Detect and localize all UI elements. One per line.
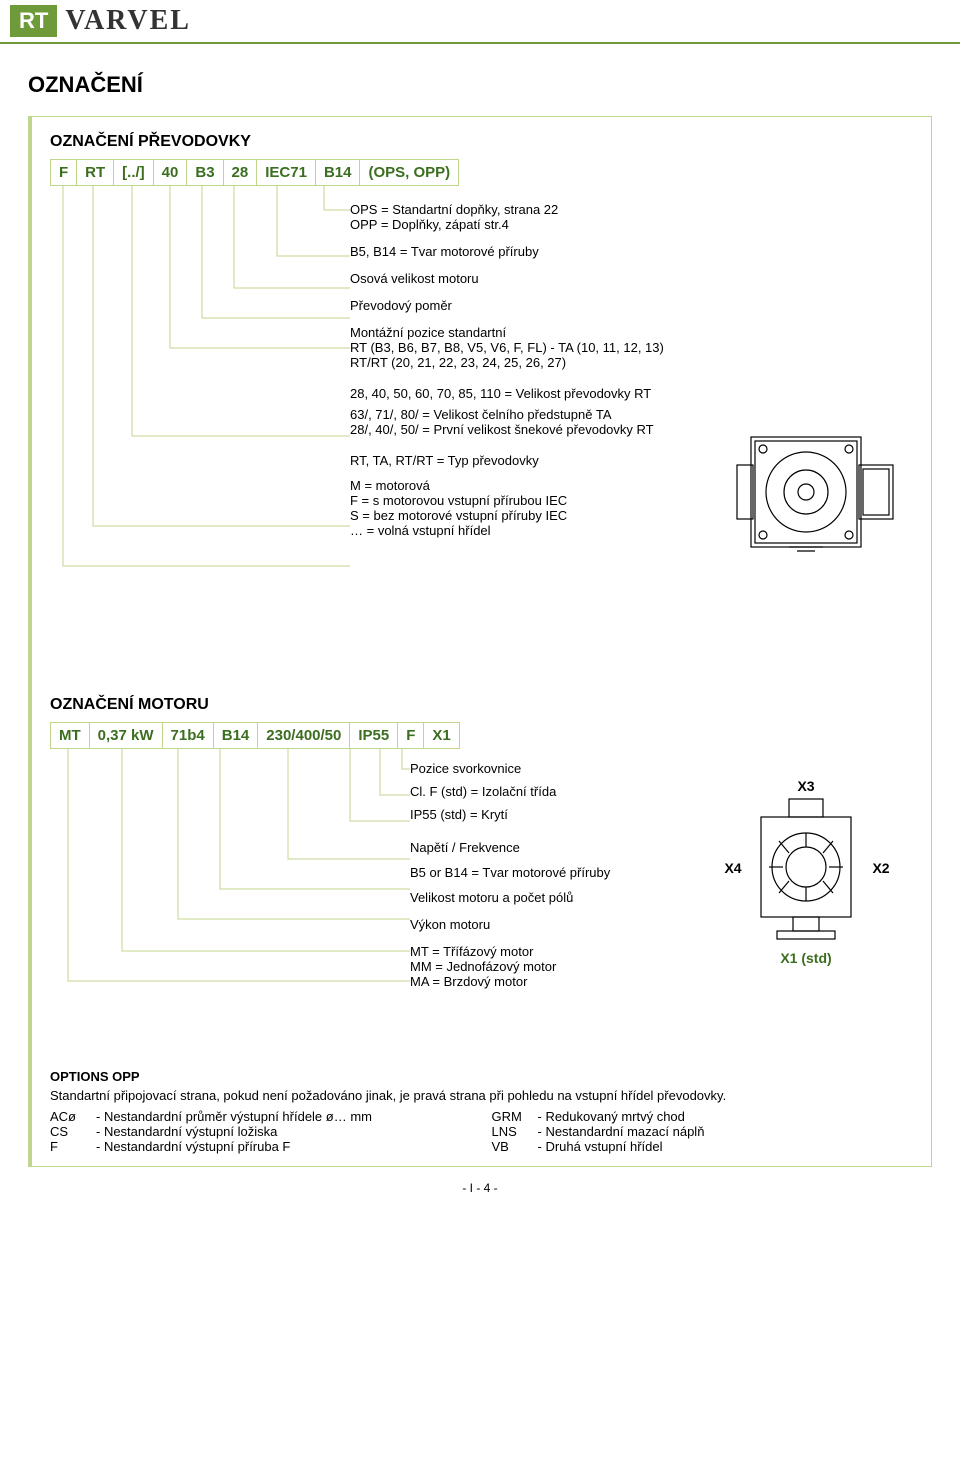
mdef-ma: MA = Brzdový motor <box>410 974 913 989</box>
opt-aco-code: ACø <box>50 1109 96 1124</box>
opt-aco-label: - Nestandardní průměr výstupní hřídele ø… <box>96 1109 372 1124</box>
code-28: 28 <box>223 160 257 186</box>
motor-ladder-bars <box>50 749 410 1049</box>
page-title: OZNAČENÍ <box>28 72 960 98</box>
opt-vb-label: - Druhá vstupní hřídel <box>538 1139 663 1154</box>
label-x2: X2 <box>872 860 889 876</box>
def-ops: OPS = Standartní dopňky, strana 22 <box>350 202 913 217</box>
code-opts: (OPS, OPP) <box>360 160 459 186</box>
code-rt: RT <box>77 160 114 186</box>
opt-grm-code: GRM <box>492 1109 538 1124</box>
motor-position-diagram: X3 X2 X4 X1 (std) <box>711 773 901 976</box>
label-x1: X1 (std) <box>780 950 831 966</box>
page-header: RT VARVEL <box>0 0 960 44</box>
opt-grm-label: - Redukovaný mrtvý chod <box>538 1109 685 1124</box>
mcode-ip55: IP55 <box>350 723 398 749</box>
mcode-kw: 0,37 kW <box>89 723 162 749</box>
def-b5b14: B5, B14 = Tvar motorové příruby <box>350 244 913 259</box>
rt-badge: RT <box>10 5 57 37</box>
label-x3: X3 <box>797 778 814 794</box>
gearbox-heading: OZNAČENÍ PŘEVODOVKY <box>50 133 913 151</box>
def-velrt: 28, 40, 50, 60, 70, 85, 110 = Velikost p… <box>350 386 913 401</box>
def-opp: OPP = Doplňky, zápatí str.4 <box>350 217 913 232</box>
def-osova: Osová velikost motoru <box>350 271 913 286</box>
page-footer: - I - 4 - <box>0 1167 960 1203</box>
opt-f-label: - Nestandardní výstupní příruba F <box>96 1139 290 1154</box>
opt-cs-code: CS <box>50 1124 96 1139</box>
options-left-column: ACø- Nestandardní průměr výstupní hřídel… <box>50 1109 472 1154</box>
code-f: F <box>51 160 77 186</box>
mcode-x1: X1 <box>424 723 459 749</box>
motor-heading: OZNAČENÍ MOTORU <box>50 696 913 714</box>
mcode-f: F <box>398 723 424 749</box>
main-content-box: OZNAČENÍ PŘEVODOVKY F RT [../] 40 B3 28 … <box>28 116 932 1167</box>
brand-logo: VARVEL <box>65 5 191 37</box>
opt-cs-label: - Nestandardní výstupní ložiska <box>96 1124 277 1139</box>
code-slash: [../] <box>114 160 154 186</box>
options-intro: Standartní připojovací strana, pokud nen… <box>50 1088 913 1103</box>
opt-f-code: F <box>50 1139 96 1154</box>
mcode-b14: B14 <box>213 723 258 749</box>
def-mont3: RT/RT (20, 21, 22, 23, 24, 25, 26, 27) <box>350 355 913 370</box>
opt-lns-label: - Nestandardní mazací náplň <box>538 1124 705 1139</box>
motor-code-row: MT 0,37 kW 71b4 B14 230/400/50 IP55 F X1 <box>50 722 460 749</box>
gearbox-ladder-bars <box>50 186 350 666</box>
opt-lns-code: LNS <box>492 1124 538 1139</box>
mcode-volt: 230/400/50 <box>258 723 350 749</box>
code-b14: B14 <box>315 160 360 186</box>
opt-vb-code: VB <box>492 1139 538 1154</box>
gearbox-diagram <box>731 417 901 580</box>
code-b3: B3 <box>187 160 223 186</box>
options-right-column: GRM- Redukovaný mrtvý chod LNS- Nestanda… <box>492 1109 914 1154</box>
gearbox-code-row: F RT [../] 40 B3 28 IEC71 B14 (OPS, OPP) <box>50 159 459 186</box>
mcode-71b4: 71b4 <box>162 723 213 749</box>
def-prev: Převodový poměr <box>350 298 913 313</box>
options-heading: OPTIONS OPP <box>50 1069 913 1084</box>
code-40: 40 <box>153 160 187 186</box>
label-x4: X4 <box>724 860 741 876</box>
mcode-mt: MT <box>51 723 90 749</box>
def-mont1: Montážní pozice standartní <box>350 325 913 340</box>
code-iec71: IEC71 <box>257 160 316 186</box>
def-mont2: RT (B3, B6, B7, B8, V5, V6, F, FL) - TA … <box>350 340 913 355</box>
